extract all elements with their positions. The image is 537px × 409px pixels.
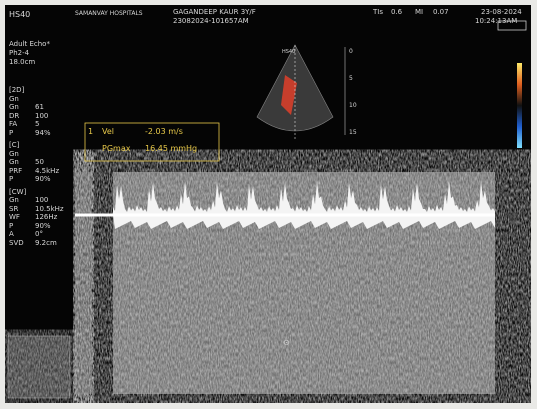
param-value: 0° xyxy=(35,230,43,238)
measurement-index: 1 xyxy=(88,127,94,136)
pg-label: PGmax xyxy=(102,144,131,153)
section-title: [2D] xyxy=(9,86,25,94)
thumbnail-noise xyxy=(8,336,70,398)
depth-tick: 0 xyxy=(349,48,353,55)
param-value: 126Hz xyxy=(35,213,58,221)
param-value: 100 xyxy=(35,196,49,204)
section-title: [CW] xyxy=(9,187,27,196)
param-value: 9.2cm xyxy=(35,238,57,247)
section-mode: Gn xyxy=(9,94,19,103)
ultrasound-screen: ⊙ HS40 SAMANVAY HOSPITALS GAGANDEEP KAUR 3… xyxy=(5,5,531,403)
param-name: SR xyxy=(9,204,19,213)
param-value: 50 xyxy=(35,158,44,166)
cursor-marker: ⊙ xyxy=(283,338,290,347)
depth: 18.0cm xyxy=(9,58,36,66)
section-title: [C] xyxy=(9,141,20,149)
param-name: WF xyxy=(9,213,20,221)
mi-value: 0.07 xyxy=(433,8,449,16)
date: 23-08-2024 xyxy=(481,8,522,16)
tis-label: TIs xyxy=(373,8,383,16)
study-id: 23082024-101657AM xyxy=(173,17,249,25)
param-name: Gn xyxy=(9,103,19,111)
doppler-strip-noise xyxy=(75,172,92,394)
section-mode: Gn xyxy=(9,149,19,158)
probe-type: Ph2-4 xyxy=(9,49,30,57)
param-name: DR xyxy=(9,111,20,120)
param-name: P xyxy=(9,175,14,183)
param-name: PRF xyxy=(9,166,23,175)
pg-value: 16.45 mmHg xyxy=(145,144,198,153)
hospital-name: SAMANVAY HOSPITALS xyxy=(75,10,143,17)
param-value: 10.5kHz xyxy=(35,204,64,213)
doppler-waveform xyxy=(113,181,495,229)
battery-icon xyxy=(497,20,527,31)
param-value: 4.5kHz xyxy=(35,166,60,175)
measurement-value: -2.03 m/s xyxy=(145,127,183,136)
depth-tick: 10 xyxy=(349,102,357,109)
color-flow xyxy=(281,75,297,115)
patient-name: GAGANDEEP KAUR 3Y/F xyxy=(173,8,256,16)
preset-name: Adult Echo* xyxy=(9,40,50,48)
param-name: P xyxy=(9,221,14,230)
measurement-label: Vel xyxy=(102,127,114,136)
param-name: FA xyxy=(9,120,18,128)
time: 10:24:13AM xyxy=(475,17,518,25)
color-bar xyxy=(517,63,522,148)
doppler-noise xyxy=(113,172,495,394)
param-value: 90% xyxy=(35,221,51,230)
probe-label: HS40 xyxy=(9,10,31,19)
param-value: 90% xyxy=(35,175,51,183)
tis-value: 0.6 xyxy=(391,8,403,16)
depth-tick: 5 xyxy=(349,75,353,82)
depth-tick: 15 xyxy=(349,129,357,136)
mi-label: MI xyxy=(415,8,424,16)
param-name: Gn xyxy=(9,196,19,204)
param-value: 94% xyxy=(35,128,51,137)
param-value: 100 xyxy=(35,111,49,120)
param-name: A xyxy=(9,230,14,238)
param-name: SVD xyxy=(9,238,24,247)
thumbnail-label: HS40 xyxy=(282,49,296,55)
image-layer: ⊙ xyxy=(7,20,527,399)
param-value: 5 xyxy=(35,120,40,128)
param-name: Gn xyxy=(9,158,19,166)
param-value: 61 xyxy=(35,103,44,111)
param-name: P xyxy=(9,128,14,137)
measurement-box xyxy=(84,122,220,162)
